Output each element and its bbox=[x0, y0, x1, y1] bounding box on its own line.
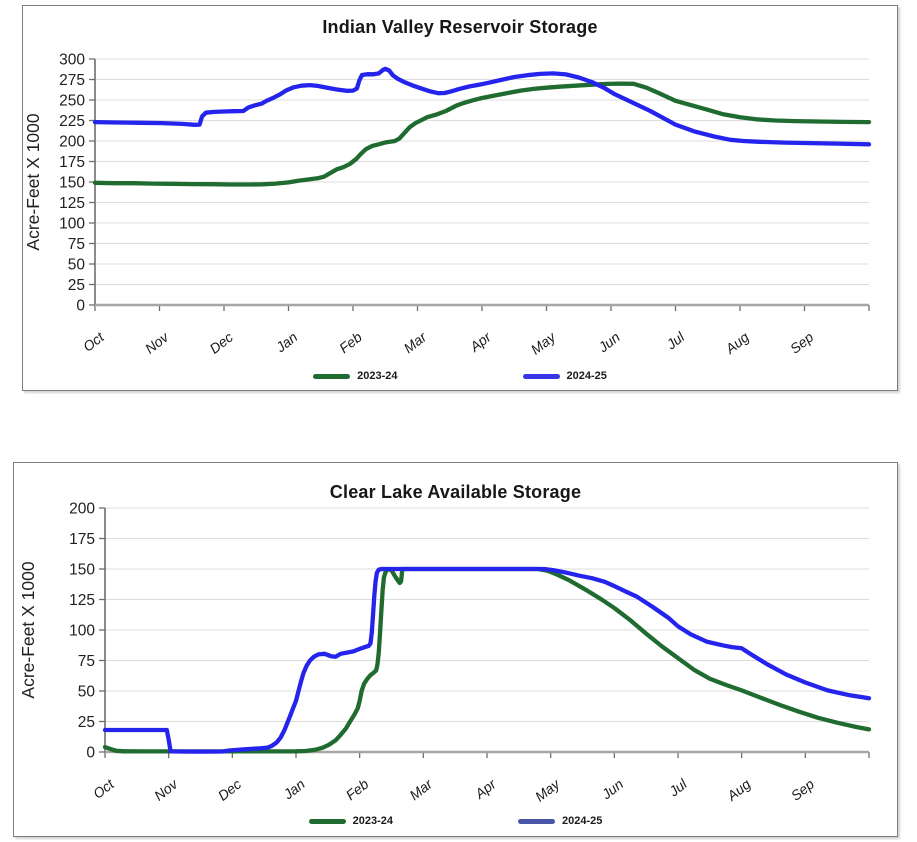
svg-text:25: 25 bbox=[78, 714, 95, 731]
svg-text:150: 150 bbox=[69, 562, 95, 579]
svg-text:25: 25 bbox=[68, 277, 85, 294]
legend-line-swatch-2024-25 bbox=[522, 373, 560, 379]
svg-text:Aug: Aug bbox=[723, 776, 753, 805]
svg-text:125: 125 bbox=[59, 195, 85, 212]
legend-label-2023-24: 2023-24 bbox=[352, 815, 393, 827]
clear-lake-chart-title: Clear Lake Available Storage bbox=[329, 482, 582, 502]
svg-text:200: 200 bbox=[59, 134, 85, 151]
svg-text:250: 250 bbox=[59, 93, 85, 110]
clear-lake-plot-area: 0 25 50 75 100 125 150 175 200 Oct Nov Dec Jan Feb Mar… bbox=[18, 501, 872, 805]
svg-text:275: 275 bbox=[59, 72, 85, 89]
series-line-2024-25 bbox=[102, 566, 872, 754]
svg-text:125: 125 bbox=[69, 592, 95, 609]
legend-item-2024-25: 2024-25 bbox=[518, 815, 602, 827]
svg-text:Jul: Jul bbox=[663, 328, 688, 353]
legend-item-2023-24: 2023-24 bbox=[308, 815, 393, 827]
svg-text:Oct: Oct bbox=[80, 328, 108, 355]
svg-text:100: 100 bbox=[69, 623, 95, 640]
svg-text:Jan: Jan bbox=[272, 329, 301, 356]
series-line-2023-24 bbox=[92, 81, 872, 187]
svg-text:Apr: Apr bbox=[471, 775, 500, 802]
svg-text:75: 75 bbox=[68, 236, 85, 253]
svg-text:Sep: Sep bbox=[787, 329, 817, 357]
svg-text:Mar: Mar bbox=[406, 775, 436, 803]
svg-text:Aug: Aug bbox=[722, 329, 752, 358]
legend-line-swatch-2024-25 bbox=[518, 818, 555, 824]
svg-text:100: 100 bbox=[59, 216, 85, 233]
legend-label-2024-25: 2024-25 bbox=[562, 815, 603, 827]
svg-text:Mar: Mar bbox=[400, 328, 430, 356]
svg-text:May: May bbox=[528, 328, 559, 358]
legend-label-2023-24: 2023-24 bbox=[357, 370, 398, 382]
svg-text:225: 225 bbox=[59, 113, 85, 130]
svg-text:50: 50 bbox=[68, 257, 86, 274]
legend-label-2024-25: 2024-25 bbox=[566, 370, 607, 382]
svg-text:0: 0 bbox=[76, 298, 85, 315]
svg-text:Nov: Nov bbox=[142, 328, 172, 357]
svg-text:300: 300 bbox=[59, 52, 85, 69]
series-line-2024-25 bbox=[92, 66, 872, 147]
legend-line-swatch-2023-24 bbox=[313, 373, 351, 379]
svg-text:Oct: Oct bbox=[90, 775, 118, 802]
svg-text:Nov: Nov bbox=[151, 775, 181, 804]
svg-text:Jan: Jan bbox=[279, 776, 308, 803]
svg-text:Acre-Feet X 1000: Acre-Feet X 1000 bbox=[23, 113, 43, 250]
svg-text:0: 0 bbox=[86, 745, 95, 762]
svg-text:75: 75 bbox=[78, 653, 95, 670]
svg-text:Acre-Feet X 1000: Acre-Feet X 1000 bbox=[18, 561, 38, 698]
svg-text:175: 175 bbox=[59, 154, 85, 171]
svg-text:May: May bbox=[532, 775, 563, 805]
indian-valley-legend: 2023-24 2024-25 bbox=[23, 370, 897, 382]
indian-valley-plot-area: 0 25 50 75 100 125 150 175 200 225 250 275 300 Oct Nov… bbox=[23, 52, 872, 358]
svg-text:Dec: Dec bbox=[215, 776, 244, 804]
svg-text:Jul: Jul bbox=[665, 775, 690, 800]
svg-text:Feb: Feb bbox=[336, 329, 365, 357]
clear-lake-legend: 2023-24 2024-25 bbox=[14, 815, 897, 827]
svg-text:Jun: Jun bbox=[598, 776, 627, 803]
svg-text:Dec: Dec bbox=[206, 329, 235, 357]
legend-line-swatch-2023-24 bbox=[308, 818, 346, 824]
svg-text:Sep: Sep bbox=[788, 776, 818, 804]
indian-valley-chart-panel: 0 25 50 75 100 125 150 175 200 225 250 275 300 Oct Nov… bbox=[22, 5, 898, 391]
svg-text:Jun: Jun bbox=[594, 329, 623, 356]
legend-item-2023-24: 2023-24 bbox=[313, 370, 398, 382]
svg-text:50: 50 bbox=[78, 684, 96, 701]
clear-lake-chart-panel: 0 25 50 75 100 125 150 175 200 Oct Nov Dec Jan Feb Mar… bbox=[13, 462, 898, 837]
legend-item-2024-25: 2024-25 bbox=[522, 370, 607, 382]
svg-text:Apr: Apr bbox=[466, 328, 495, 355]
svg-text:175: 175 bbox=[69, 531, 95, 548]
svg-text:150: 150 bbox=[59, 175, 85, 192]
svg-text:Feb: Feb bbox=[343, 776, 372, 804]
svg-text:200: 200 bbox=[69, 501, 95, 518]
indian-valley-chart-title: Indian Valley Reservoir Storage bbox=[322, 17, 598, 37]
